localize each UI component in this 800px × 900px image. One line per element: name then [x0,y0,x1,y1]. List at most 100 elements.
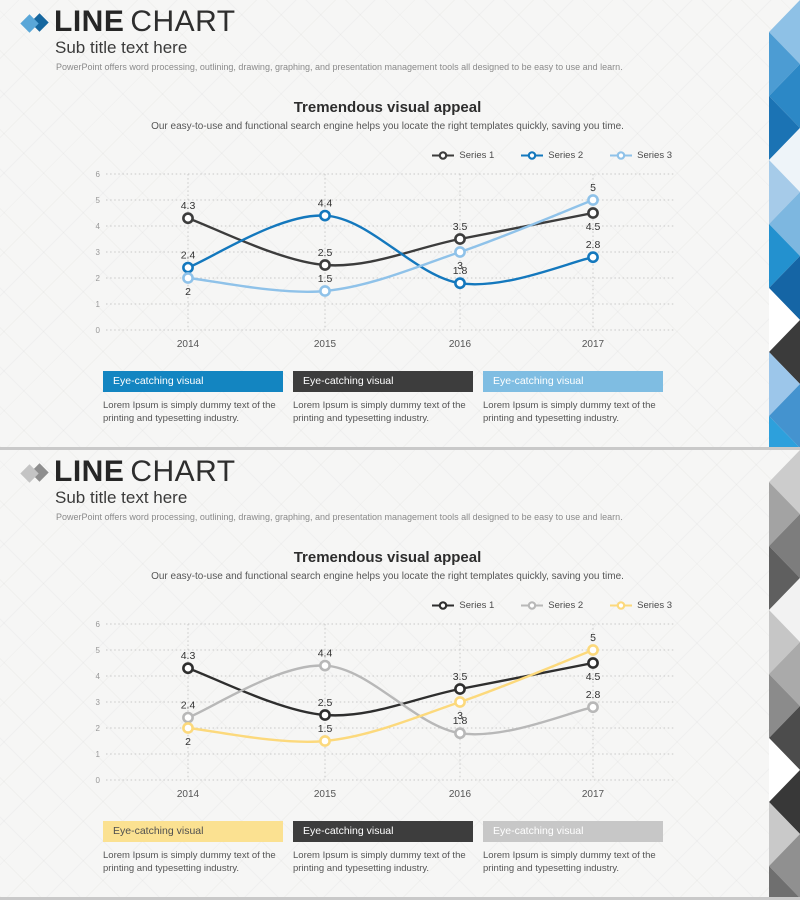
chart-subtitle: Our easy-to-use and functional search en… [151,121,624,132]
legend-label: Series 3 [637,600,672,611]
svg-text:2.4: 2.4 [181,700,196,712]
svg-text:2.4: 2.4 [181,250,196,262]
card-body: Lorem Ipsum is simply dummy text of the … [483,400,656,425]
info-card: Eye-catching visual Lorem Ipsum is simpl… [483,371,663,426]
svg-text:3: 3 [96,698,101,707]
legend-item: Series 1 [431,600,494,611]
svg-text:2014: 2014 [177,339,200,350]
slide-title: LINE CHART [54,5,236,39]
card-body: Lorem Ipsum is simply dummy text of the … [293,400,466,425]
edge-triangle-decoration [769,0,800,447]
svg-text:4.3: 4.3 [181,650,196,662]
svg-text:6: 6 [96,620,101,629]
slide-blue: LINE CHART Sub title text here PowerPoint… [0,0,800,447]
legend-label: Series 1 [459,150,495,161]
card-body: Lorem Ipsum is simply dummy text of the … [103,400,276,425]
svg-text:2: 2 [96,724,101,733]
slide-title-light: CHART [130,455,236,488]
card-header: Eye-catching visual [293,371,473,392]
legend-item: Series 3 [609,150,672,161]
svg-text:1.5: 1.5 [318,273,333,285]
legend-item: Series 3 [609,600,672,611]
svg-text:4: 4 [96,222,101,231]
svg-text:3: 3 [457,710,463,722]
svg-text:0: 0 [96,776,101,785]
legend-line-marker-icon [521,601,544,610]
line-chart: 0 1 2 3 4 5 6 2014 2015 2016 2017 4.3 2.5 3.5 4.5 2.4 4.… [96,620,674,800]
legend-item: Series 2 [520,600,583,611]
svg-text:5: 5 [590,182,596,194]
card-body: Lorem Ipsum is simply dummy text of the … [293,850,466,875]
chart-legend: Series 1 Series 2 Series 3 [95,600,672,611]
slide-subtitle: Sub title text here [55,38,188,57]
card-header: Eye-catching visual [103,821,283,842]
svg-text:4.4: 4.4 [318,198,333,210]
svg-text:3.5: 3.5 [453,221,468,233]
svg-text:5: 5 [590,632,596,644]
info-card: Eye-catching visual Lorem Ipsum is simpl… [293,371,473,426]
svg-text:2: 2 [185,286,191,298]
svg-text:2014: 2014 [177,789,200,800]
card-body: Lorem Ipsum is simply dummy text of the … [483,850,656,875]
line-chart: 0 1 2 3 4 5 6 2014 2015 2016 2017 4.3 2.5 3.5 4.5 2.4 4.… [96,170,674,350]
slide-gray-yellow: LINE CHART Sub title text here PowerPoint… [0,450,800,897]
svg-text:2: 2 [185,736,191,748]
svg-text:1.8: 1.8 [453,265,468,277]
legend-line-marker-icon [432,151,455,160]
legend-line-marker-icon [610,601,633,610]
chart-legend: Series 1 Series 2 Series 3 [95,150,672,161]
svg-text:6: 6 [96,170,101,179]
svg-text:2015: 2015 [314,339,337,350]
svg-text:2.5: 2.5 [318,247,333,259]
slide-divider [0,447,800,450]
card-row: Eye-catching visual Lorem Ipsum is simpl… [103,821,663,876]
card-header: Eye-catching visual [103,371,283,392]
svg-text:0: 0 [96,326,101,335]
card-header: Eye-catching visual [483,821,663,842]
info-card: Eye-catching visual Lorem Ipsum is simpl… [483,821,663,876]
diamond-icon [20,13,50,34]
svg-text:4: 4 [96,672,101,681]
svg-text:5: 5 [96,646,101,655]
info-card: Eye-catching visual Lorem Ipsum is simpl… [103,821,283,876]
svg-text:2.5: 2.5 [318,697,333,709]
bottom-edge-line [0,897,800,900]
card-header: Eye-catching visual [293,821,473,842]
svg-text:4.5: 4.5 [586,671,601,683]
diamond-icon [20,463,50,484]
legend-line-marker-icon [432,601,455,610]
svg-text:1.8: 1.8 [453,715,468,727]
legend-item: Series 1 [431,150,494,161]
svg-text:4.4: 4.4 [318,648,333,660]
info-card: Eye-catching visual Lorem Ipsum is simpl… [293,821,473,876]
legend-label: Series 1 [459,600,495,611]
slide-subtitle: Sub title text here [55,488,188,507]
svg-text:3: 3 [96,248,101,257]
slide-title-light: CHART [130,5,236,38]
svg-text:1: 1 [96,750,101,759]
chart-title: Tremendous visual appeal [293,99,482,116]
legend-line-marker-icon [610,151,633,160]
svg-text:2: 2 [96,274,101,283]
slide-description: PowerPoint offers word processing, outli… [56,512,623,522]
svg-text:2016: 2016 [449,789,472,800]
chart-subtitle: Our easy-to-use and functional search en… [151,571,624,582]
svg-text:2.8: 2.8 [586,239,601,251]
svg-text:2017: 2017 [582,789,605,800]
edge-triangle-decoration [769,450,800,897]
svg-text:2017: 2017 [582,339,605,350]
slide-description: PowerPoint offers word processing, outli… [56,62,623,72]
svg-text:3: 3 [457,260,463,272]
svg-text:2016: 2016 [449,339,472,350]
info-card: Eye-catching visual Lorem Ipsum is simpl… [103,371,283,426]
svg-text:5: 5 [96,196,101,205]
legend-label: Series 2 [548,600,584,611]
chart-title: Tremendous visual appeal [293,549,482,566]
svg-text:4.5: 4.5 [586,221,601,233]
legend-label: Series 2 [548,150,584,161]
svg-text:2.8: 2.8 [586,689,601,701]
svg-text:1.5: 1.5 [318,723,333,735]
slide-title-bold: LINE [54,5,125,38]
svg-text:4.3: 4.3 [181,200,196,212]
svg-text:2015: 2015 [314,789,337,800]
